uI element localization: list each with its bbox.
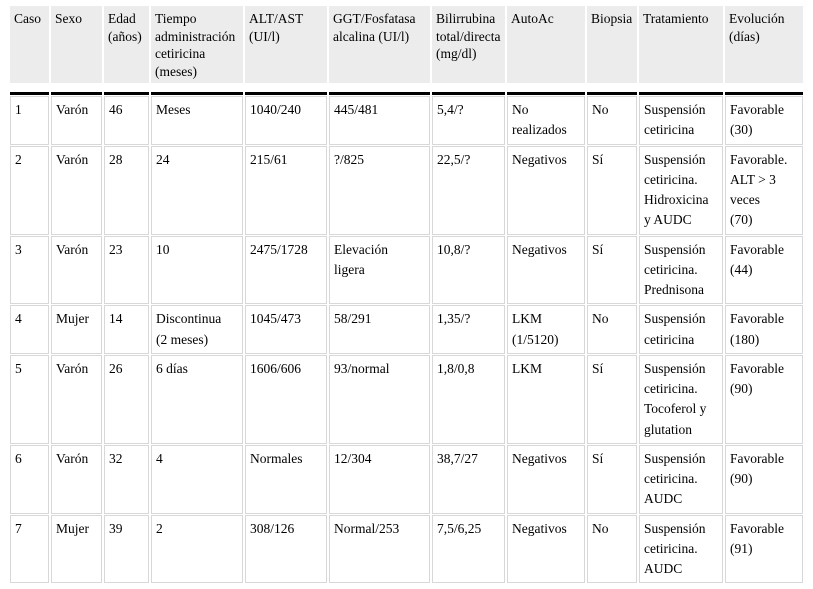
- cell-ggt-fosfatasa: Elevación ligera: [329, 235, 430, 305]
- cell-caso: 6: [10, 444, 49, 514]
- cell-biopsia: Sí: [587, 235, 637, 305]
- cell-evolucion: Favorable (180): [725, 305, 803, 354]
- cell-autoac: Negativos: [507, 235, 585, 305]
- cell-tratamiento: Suspensión cetiricina. Prednisona: [639, 235, 723, 305]
- column-header-tiempo: Tiempo administración cetiricina (meses): [151, 6, 243, 96]
- cell-edad: 14: [104, 305, 149, 354]
- cell-alt-ast: 1040/240: [245, 96, 327, 145]
- table-row: 2 Varón 28 24 215/61 ?/825 22,5/? Negativos Sí Su…: [10, 145, 803, 235]
- cell-alt-ast: Normales: [245, 444, 327, 514]
- cell-biopsia: No: [587, 305, 637, 354]
- cell-biopsia: Sí: [587, 145, 637, 235]
- header-row: Caso Sexo Edad (años) Tiempo administración…: [10, 6, 803, 96]
- cell-bilirrubina: 38,7/27: [432, 444, 505, 514]
- cell-alt-ast: 1045/473: [245, 305, 327, 354]
- cases-table: Caso Sexo Edad (años) Tiempo administración…: [8, 5, 805, 584]
- cell-ggt-fosfatasa: 58/291: [329, 305, 430, 354]
- cell-tratamiento: Suspensión cetiricina. Hidroxicina y AUD…: [639, 145, 723, 235]
- cell-bilirrubina: 1,35/?: [432, 305, 505, 354]
- cell-alt-ast: 1606/606: [245, 354, 327, 444]
- cell-caso: 7: [10, 514, 49, 584]
- cell-bilirrubina: 10,8/?: [432, 235, 505, 305]
- cell-tiempo: Meses: [151, 96, 243, 145]
- cell-bilirrubina: 1,8/0,8: [432, 354, 505, 444]
- table-row: 1 Varón 46 Meses 1040/240 445/481 5,4/? No real…: [10, 96, 803, 145]
- column-header-autoac: AutoAc: [507, 6, 585, 96]
- cell-evolucion: Favorable (91): [725, 514, 803, 584]
- cell-sexo: Varón: [51, 96, 102, 145]
- cell-ggt-fosfatasa: ?/825: [329, 145, 430, 235]
- cell-tiempo: 2: [151, 514, 243, 584]
- cell-autoac: Negativos: [507, 444, 585, 514]
- cell-ggt-fosfatasa: 93/normal: [329, 354, 430, 444]
- cell-tiempo: 24: [151, 145, 243, 235]
- cell-ggt-fosfatasa: 445/481: [329, 96, 430, 145]
- cell-sexo: Mujer: [51, 514, 102, 584]
- cell-ggt-fosfatasa: Normal/253: [329, 514, 430, 584]
- cell-biopsia: No: [587, 514, 637, 584]
- column-header-alt-ast: ALT/AST (UI/l): [245, 6, 327, 96]
- table-row: 5 Varón 26 6 días 1606/606 93/normal 1,8/0,8 LK…: [10, 354, 803, 444]
- cell-tratamiento: Suspensión cetiricina. AUDC: [639, 444, 723, 514]
- cell-caso: 4: [10, 305, 49, 354]
- column-header-tratamiento: Tratamiento: [639, 6, 723, 96]
- column-header-biopsia: Biopsia: [587, 6, 637, 96]
- cell-tratamiento: Suspensión cetiricina. Tocoferol y gluta…: [639, 354, 723, 444]
- cell-autoac: LKM: [507, 354, 585, 444]
- cell-edad: 23: [104, 235, 149, 305]
- cell-sexo: Varón: [51, 145, 102, 235]
- table-row: 7 Mujer 39 2 308/126 Normal/253 7,5/6,25 Negati…: [10, 514, 803, 584]
- cell-caso: 1: [10, 96, 49, 145]
- cell-bilirrubina: 7,5/6,25: [432, 514, 505, 584]
- cell-bilirrubina: 22,5/?: [432, 145, 505, 235]
- cell-biopsia: Sí: [587, 444, 637, 514]
- cell-alt-ast: 2475/1728: [245, 235, 327, 305]
- cell-autoac: Negativos: [507, 514, 585, 584]
- cell-edad: 39: [104, 514, 149, 584]
- cell-alt-ast: 308/126: [245, 514, 327, 584]
- column-header-evolucion: Evolución (días): [725, 6, 803, 96]
- column-header-sexo: Sexo: [51, 6, 102, 96]
- cell-ggt-fosfatasa: 12/304: [329, 444, 430, 514]
- cell-autoac: Negativos: [507, 145, 585, 235]
- cell-evolucion: Favorable. ALT > 3 veces (70): [725, 145, 803, 235]
- column-header-ggt-fosfatasa: GGT/Fosfatasa alcalina (UI/l): [329, 6, 430, 96]
- cell-edad: 28: [104, 145, 149, 235]
- cell-autoac: No realizados: [507, 96, 585, 145]
- table-row: 4 Mujer 14 Discontinua (2 meses) 1045/473 58/…: [10, 305, 803, 354]
- cell-sexo: Varón: [51, 444, 102, 514]
- cell-edad: 32: [104, 444, 149, 514]
- cell-edad: 26: [104, 354, 149, 444]
- cell-bilirrubina: 5,4/?: [432, 96, 505, 145]
- cell-tiempo: 10: [151, 235, 243, 305]
- cell-evolucion: Favorable (90): [725, 444, 803, 514]
- cell-sexo: Mujer: [51, 305, 102, 354]
- cell-caso: 2: [10, 145, 49, 235]
- column-header-edad: Edad (años): [104, 6, 149, 96]
- cell-biopsia: Sí: [587, 354, 637, 444]
- cell-caso: 5: [10, 354, 49, 444]
- cell-evolucion: Favorable (30): [725, 96, 803, 145]
- cases-table-body: 1 Varón 46 Meses 1040/240 445/481 5,4/? No real…: [10, 96, 803, 584]
- column-header-caso: Caso: [10, 6, 49, 96]
- cell-tiempo: 4: [151, 444, 243, 514]
- cell-edad: 46: [104, 96, 149, 145]
- cell-evolucion: Favorable (44): [725, 235, 803, 305]
- cell-biopsia: No: [587, 96, 637, 145]
- cell-tratamiento: Suspensión cetiricina: [639, 96, 723, 145]
- table-row: 6 Varón 32 4 Normales 12/304 38,7/27 Negativos S…: [10, 444, 803, 514]
- column-header-bilirrubina: Bilirrubina total/directa (mg/dl): [432, 6, 505, 96]
- cell-sexo: Varón: [51, 235, 102, 305]
- cell-tiempo: Discontinua (2 meses): [151, 305, 243, 354]
- cell-autoac: LKM (1/5120): [507, 305, 585, 354]
- table-row: 3 Varón 23 10 2475/1728 Elevación ligera 10,8/…: [10, 235, 803, 305]
- cell-tiempo: 6 días: [151, 354, 243, 444]
- cell-evolucion: Favorable (90): [725, 354, 803, 444]
- cell-sexo: Varón: [51, 354, 102, 444]
- cell-tratamiento: Suspensión cetiricina. AUDC: [639, 514, 723, 584]
- cell-tratamiento: Suspensión cetiricina: [639, 305, 723, 354]
- cell-alt-ast: 215/61: [245, 145, 327, 235]
- cell-caso: 3: [10, 235, 49, 305]
